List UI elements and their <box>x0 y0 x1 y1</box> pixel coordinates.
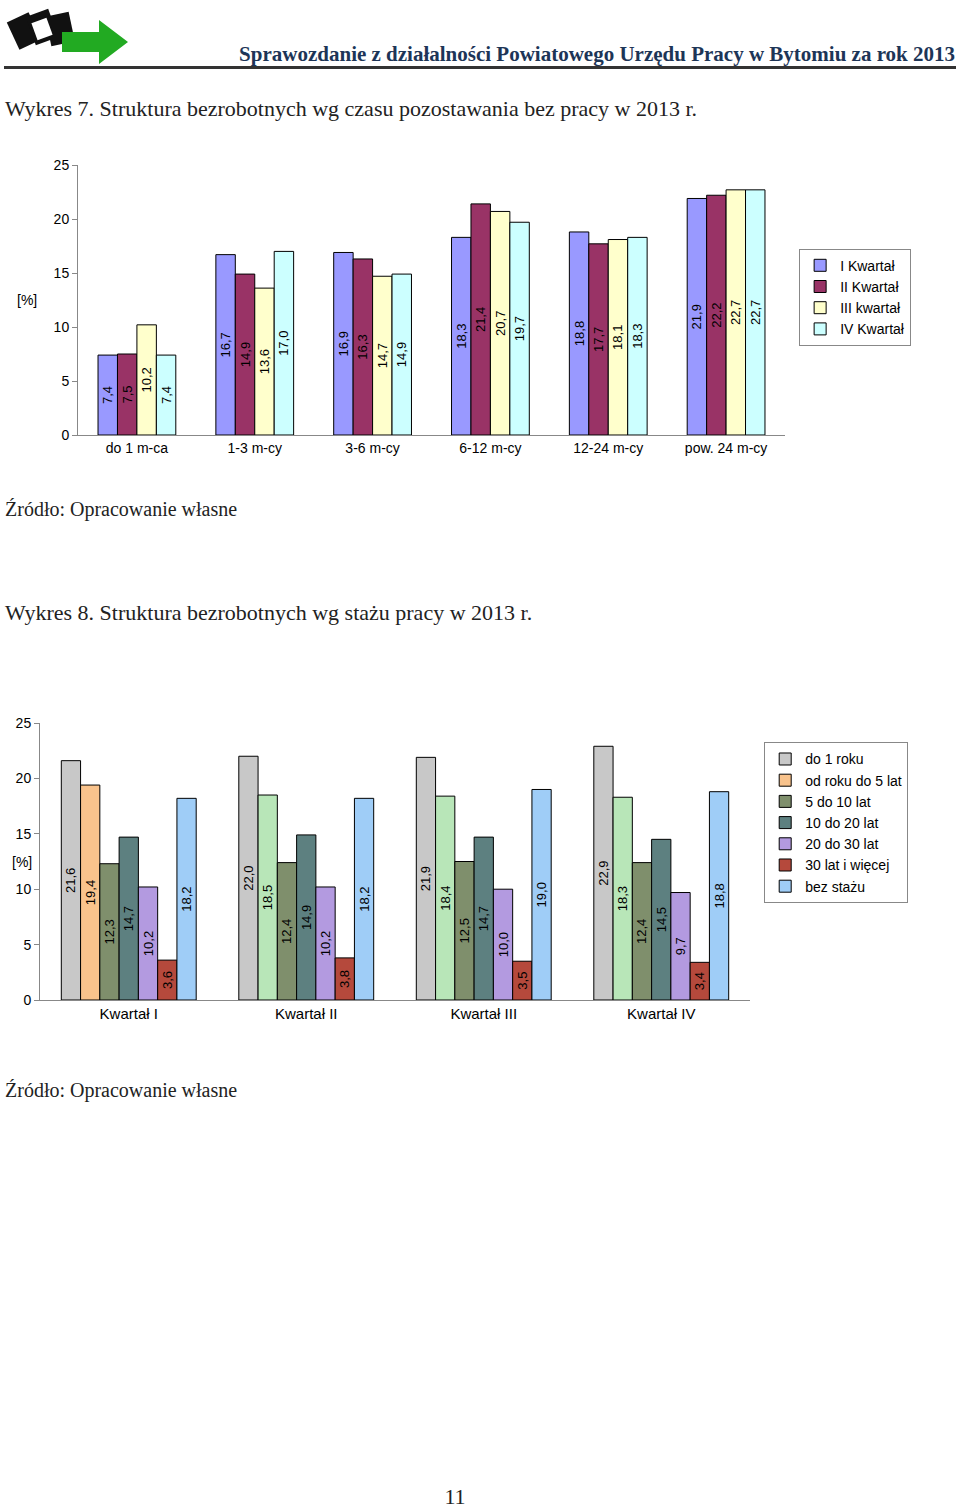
svg-text:do 1 m-ca: do 1 m-ca <box>106 440 168 456</box>
svg-text:21,9: 21,9 <box>418 866 433 891</box>
svg-text:12,3: 12,3 <box>102 919 117 944</box>
svg-text:7,4: 7,4 <box>159 386 174 404</box>
svg-text:22,9: 22,9 <box>596 860 611 885</box>
svg-text:15: 15 <box>16 826 32 842</box>
svg-text:16,7: 16,7 <box>218 332 233 357</box>
svg-text:14,7: 14,7 <box>476 906 491 931</box>
svg-text:18,5: 18,5 <box>260 885 275 910</box>
svg-text:16,9: 16,9 <box>336 331 351 356</box>
svg-text:5: 5 <box>23 937 31 953</box>
svg-text:14,7: 14,7 <box>375 343 390 368</box>
svg-text:Kwartał IV: Kwartał IV <box>627 1005 695 1022</box>
svg-text:10: 10 <box>54 319 70 335</box>
svg-text:18,1: 18,1 <box>610 325 625 350</box>
svg-text:3,4: 3,4 <box>692 972 707 990</box>
svg-text:30 lat i więcej: 30 lat i więcej <box>805 857 889 873</box>
svg-text:19,0: 19,0 <box>534 882 549 907</box>
svg-text:10,0: 10,0 <box>496 932 511 957</box>
svg-text:3,6: 3,6 <box>160 971 175 989</box>
svg-text:19,7: 19,7 <box>512 316 527 341</box>
svg-text:12,4: 12,4 <box>279 919 294 944</box>
svg-text:15: 15 <box>54 265 70 281</box>
svg-text:20: 20 <box>54 211 70 227</box>
svg-text:13,6: 13,6 <box>257 349 272 374</box>
svg-text:17,0: 17,0 <box>276 331 291 356</box>
svg-text:22,0: 22,0 <box>241 865 256 890</box>
html-text:Wykres 7. Struktura bezrobotny: Wykres 7. Struktura bezrobotnych wg czas… <box>5 96 698 121</box>
svg-text:25: 25 <box>54 157 70 173</box>
svg-text:18,4: 18,4 <box>438 885 453 910</box>
svg-text:19,4: 19,4 <box>83 880 98 905</box>
svg-text:14,9: 14,9 <box>238 342 253 367</box>
svg-text:od roku do 5 lat: od roku do 5 lat <box>805 773 902 789</box>
svg-text:10: 10 <box>16 881 32 897</box>
svg-text:12-24 m-cy: 12-24 m-cy <box>573 440 643 456</box>
svg-text:[%]: [%] <box>17 292 37 308</box>
svg-text:Kwartał I: Kwartał I <box>100 1005 158 1022</box>
svg-text:10 do 20 lat: 10 do 20 lat <box>805 815 878 831</box>
svg-text:3,5: 3,5 <box>515 972 530 990</box>
svg-text:III kwartał: III kwartał <box>840 300 901 316</box>
svg-text:14,9: 14,9 <box>394 342 409 367</box>
svg-text:6-12 m-cy: 6-12 m-cy <box>459 440 521 456</box>
svg-text:3-6 m-cy: 3-6 m-cy <box>345 440 399 456</box>
svg-text:18,2: 18,2 <box>179 887 194 912</box>
svg-text:20: 20 <box>16 770 32 786</box>
svg-text:22,7: 22,7 <box>728 300 743 325</box>
svg-text:10,2: 10,2 <box>139 367 154 392</box>
svg-text:18,8: 18,8 <box>712 883 727 908</box>
svg-text:9,7: 9,7 <box>673 937 688 955</box>
svg-text:IV Kwartał: IV Kwartał <box>840 321 905 337</box>
svg-text:0: 0 <box>23 992 31 1008</box>
svg-text:3,8: 3,8 <box>337 970 352 988</box>
svg-text:14,9: 14,9 <box>299 905 314 930</box>
svg-text:21,9: 21,9 <box>689 304 704 329</box>
svg-text:20 do 30 lat: 20 do 30 lat <box>805 836 878 852</box>
svg-text:18,3: 18,3 <box>630 324 645 349</box>
svg-text:16,3: 16,3 <box>355 334 370 359</box>
svg-text:II Kwartał: II Kwartał <box>840 279 899 295</box>
svg-text:7,5: 7,5 <box>120 385 135 403</box>
html-text:Wykres 8. Struktura bezrobotny: Wykres 8. Struktura bezrobotnych wg staż… <box>5 600 533 625</box>
html-text:Źródło: Opracowanie własne: Źródło: Opracowanie własne <box>5 1079 238 1101</box>
svg-text:17,7: 17,7 <box>591 327 606 352</box>
svg-text:14,5: 14,5 <box>654 907 669 932</box>
svg-text:14,7: 14,7 <box>121 906 136 931</box>
svg-text:1-3 m-cy: 1-3 m-cy <box>228 440 282 456</box>
svg-text:12,5: 12,5 <box>457 918 472 943</box>
svg-text:21,6: 21,6 <box>63 868 78 893</box>
svg-text:pow. 24 m-cy: pow. 24 m-cy <box>685 440 767 456</box>
svg-text:25: 25 <box>16 715 32 731</box>
svg-text:0: 0 <box>61 427 69 443</box>
svg-text:18,2: 18,2 <box>357 887 372 912</box>
svg-text:5 do 10 lat: 5 do 10 lat <box>805 794 870 810</box>
svg-text:[%]: [%] <box>12 854 32 870</box>
svg-text:20,7: 20,7 <box>493 311 508 336</box>
svg-text:18,3: 18,3 <box>615 886 630 911</box>
svg-text:Kwartał II: Kwartał II <box>275 1005 338 1022</box>
svg-text:21,4: 21,4 <box>473 307 488 332</box>
svg-text:18,8: 18,8 <box>572 321 587 346</box>
svg-text:7,4: 7,4 <box>100 386 115 404</box>
svg-text:10,2: 10,2 <box>141 931 156 956</box>
svg-text:10,2: 10,2 <box>318 931 333 956</box>
svg-text:22,2: 22,2 <box>709 302 724 327</box>
svg-text:bez stażu: bez stażu <box>805 879 865 895</box>
html-text:Sprawozdanie z działalności Po: Sprawozdanie z działalności Powiatowego … <box>239 42 955 66</box>
svg-text:do 1 roku: do 1 roku <box>805 751 863 767</box>
svg-text:12,4: 12,4 <box>634 919 649 944</box>
svg-text:22,7: 22,7 <box>748 300 763 325</box>
svg-text:18,3: 18,3 <box>454 324 469 349</box>
svg-text:Kwartał III: Kwartał III <box>450 1005 517 1022</box>
html-text:Źródło: Opracowanie własne: Źródło: Opracowanie własne <box>5 498 238 520</box>
svg-text:I Kwartał: I Kwartał <box>840 258 895 274</box>
svg-text:5: 5 <box>61 373 69 389</box>
